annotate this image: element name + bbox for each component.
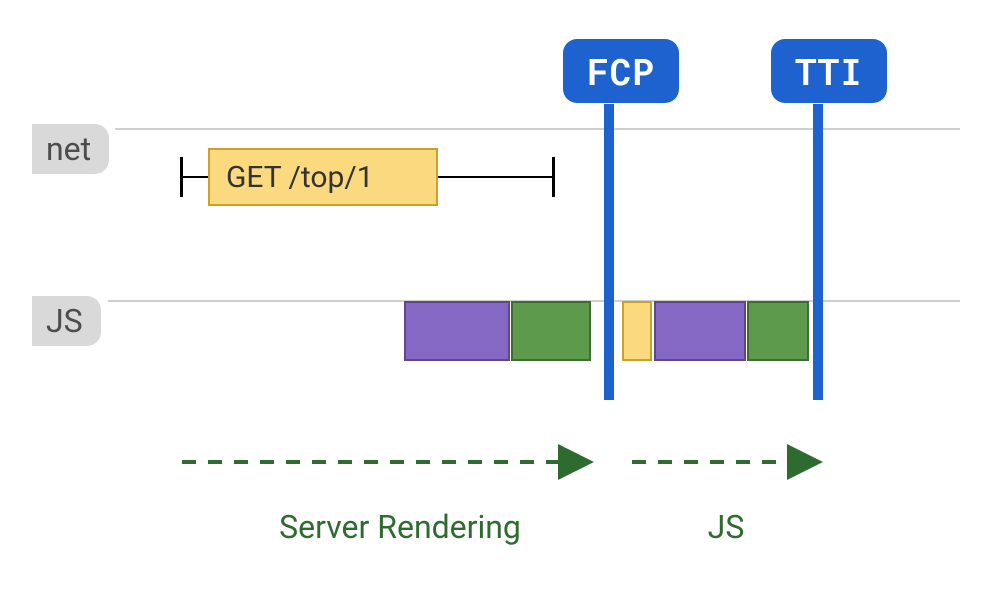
server-rendering-label: Server Rendering bbox=[250, 508, 550, 546]
js-phase-label: JS bbox=[696, 508, 756, 546]
